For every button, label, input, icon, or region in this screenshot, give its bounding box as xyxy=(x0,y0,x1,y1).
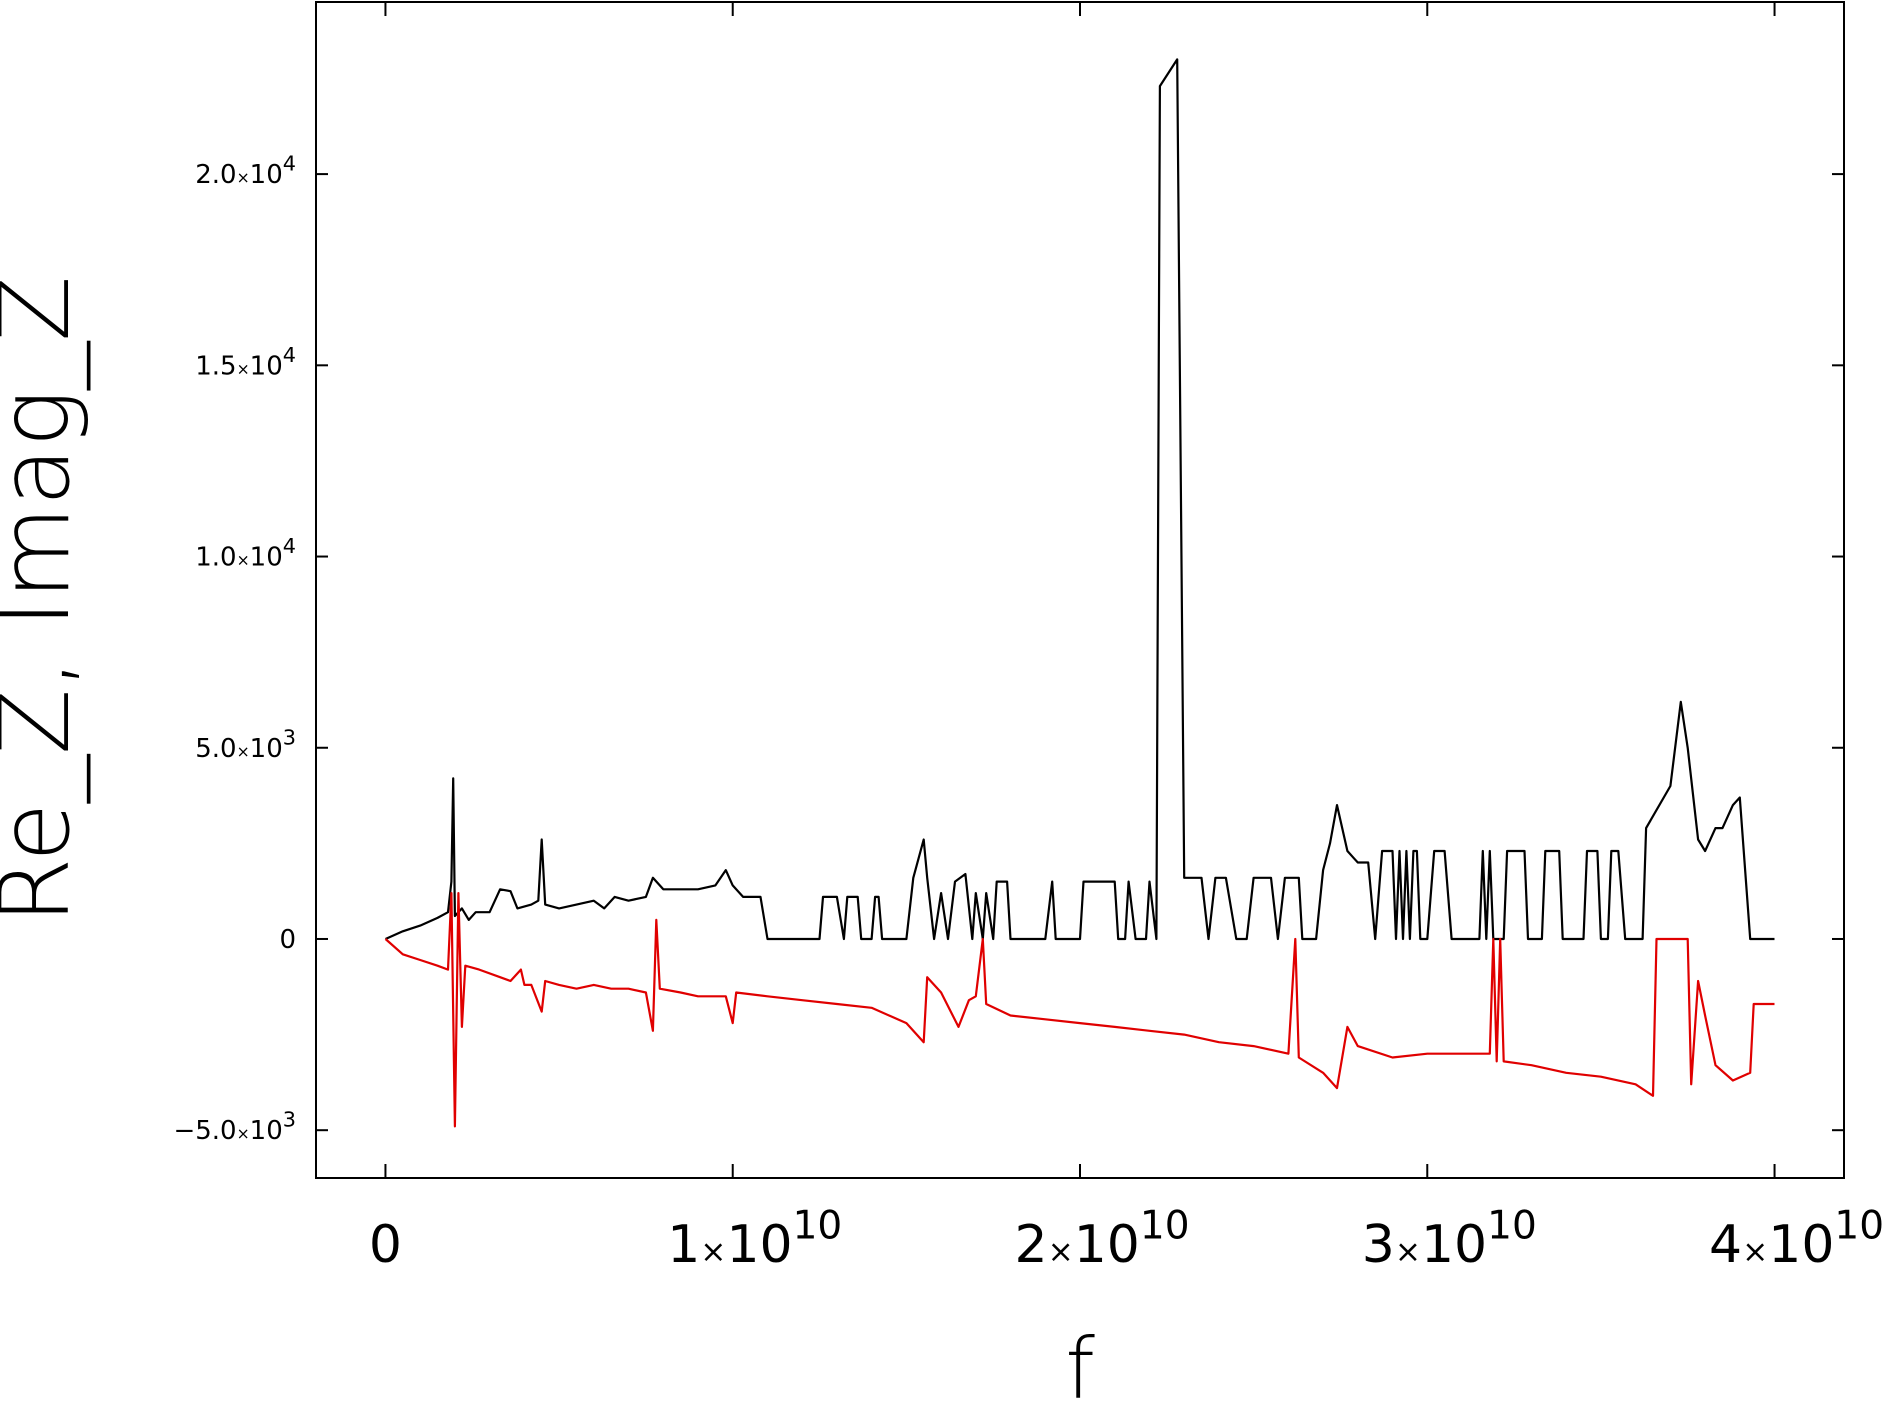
series-line-1 xyxy=(384,892,1775,1128)
y-tick-label-3: 1.0×104 xyxy=(195,534,296,572)
x-tick-label-4: 4×1010 xyxy=(1709,1204,1883,1275)
y-tick-label-5: 2.0×104 xyxy=(195,152,296,190)
series-line-0 xyxy=(385,58,1775,941)
x-tick-label-0: 0 xyxy=(369,1215,402,1275)
y-tick-label-2: 5.0×103 xyxy=(195,725,296,763)
x-axis-title: f xyxy=(1065,1320,1095,1403)
x-tick-label-1: 1×1010 xyxy=(667,1204,842,1275)
axis-ticks xyxy=(316,2,1844,1178)
y-tick-label-4: 1.5×104 xyxy=(195,343,296,381)
y-axis-title: Re_Z, Imag_Z xyxy=(0,276,91,924)
x-tick-label-2: 2×1010 xyxy=(1014,1204,1189,1275)
y-tick-label-1: 0 xyxy=(279,925,296,955)
y-tick-label-0: −5.0×103 xyxy=(173,1108,296,1146)
series-group xyxy=(384,58,1775,1128)
plot-frame xyxy=(315,1,1845,1179)
x-tick-labels: 0 1×1010 2×1010 3×1010 4×1010 xyxy=(369,1204,1883,1275)
x-tick-label-3: 3×1010 xyxy=(1362,1204,1537,1275)
y-tick-labels: −5.0×103 0 5.0×103 1.0×104 1.5×104 2.0×104 xyxy=(173,152,296,1147)
